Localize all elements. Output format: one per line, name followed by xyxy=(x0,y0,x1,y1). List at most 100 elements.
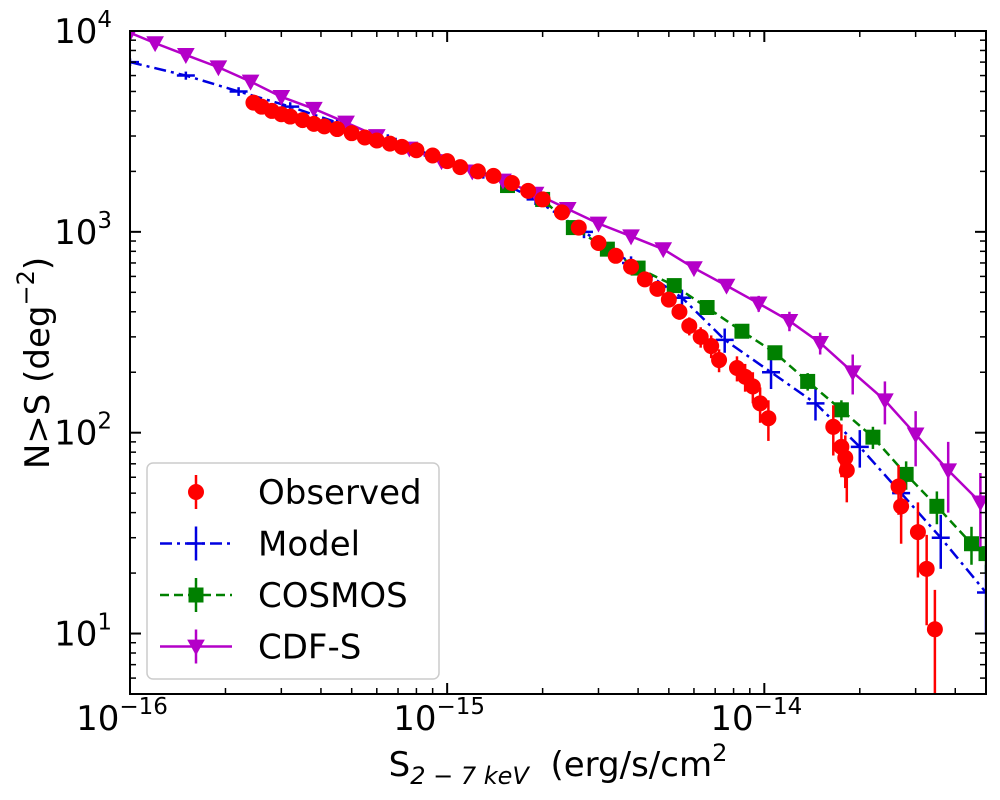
x-tick-label: 10−14 xyxy=(710,694,802,739)
series-line-cosmos xyxy=(507,184,986,555)
x-tick-label-exp: −15 xyxy=(437,694,486,720)
data-point-cdf-s xyxy=(939,463,958,480)
data-point-cdf-s xyxy=(843,365,862,382)
x-axis-title: S2 − 7 keV (erg/s/cm2 xyxy=(389,739,728,790)
legend-item-cdf-s: CDF-S xyxy=(160,628,361,668)
data-point-observed xyxy=(918,560,935,577)
legend-marker-observed xyxy=(188,484,204,500)
y-tick-label-base: 10 xyxy=(54,615,97,655)
y-tick-label-exp: 4 xyxy=(97,7,112,33)
data-point-cdf-s xyxy=(749,296,768,313)
data-point-observed xyxy=(393,138,410,155)
data-point-observed xyxy=(649,280,666,297)
data-point-observed xyxy=(408,142,425,159)
y-tick-label: 102 xyxy=(54,409,112,454)
data-point-cdf-s xyxy=(717,278,736,295)
data-point-observed xyxy=(570,219,587,236)
data-point-cdf-s xyxy=(241,74,260,91)
series-line-cdf-s xyxy=(130,31,982,504)
data-point-observed xyxy=(760,410,777,427)
data-point-cosmos xyxy=(800,373,816,389)
data-point-observed xyxy=(553,204,570,221)
data-point-observed xyxy=(692,328,709,345)
data-point-observed xyxy=(485,167,502,184)
data-point-observed xyxy=(681,317,698,334)
data-point-observed xyxy=(316,118,333,135)
data-point-cdf-s xyxy=(685,261,703,278)
data-point-observed xyxy=(623,258,640,275)
legend-marker-cdf-s xyxy=(187,639,205,656)
y-tick-label-exp: 1 xyxy=(97,610,112,636)
y-tick-label-base: 10 xyxy=(54,213,97,253)
data-point-cdf-s xyxy=(130,31,136,42)
y-tick-label-exp: 2 xyxy=(97,409,112,435)
data-point-observed xyxy=(711,352,728,369)
legend-label-model: Model xyxy=(258,525,360,565)
legend-label-cdf-s: CDF-S xyxy=(258,628,361,668)
data-point-observed xyxy=(703,338,720,355)
data-point-cdf-s xyxy=(811,335,830,352)
y-tick-label: 103 xyxy=(54,208,112,253)
data-point-cosmos xyxy=(734,323,750,339)
data-point-observed xyxy=(752,395,769,412)
data-point-cdf-s xyxy=(589,216,608,233)
data-point-observed xyxy=(368,132,385,149)
data-point-cdf-s xyxy=(146,36,164,53)
data-point-observed xyxy=(909,524,926,541)
data-point-cdf-s xyxy=(209,60,228,77)
y-axis-title: N>S (deg−2) xyxy=(12,257,58,469)
plot-frame xyxy=(129,30,987,695)
data-point-observed xyxy=(439,153,456,170)
data-point-cdf-s xyxy=(906,427,925,444)
series-observed xyxy=(245,94,943,694)
y-tick-label-base: 10 xyxy=(54,414,97,454)
legend-label-observed: Observed xyxy=(258,473,422,513)
data-point-observed xyxy=(838,462,855,479)
y-tick-label-base: 10 xyxy=(54,12,97,52)
data-point-observed xyxy=(534,191,551,208)
y-tick-label-exp: 3 xyxy=(97,208,112,234)
x-tick-label-base: 10 xyxy=(393,699,436,739)
data-point-cosmos xyxy=(865,429,881,445)
data-point-cosmos xyxy=(963,536,979,552)
legend-item-cosmos: COSMOS xyxy=(160,576,408,616)
data-point-observed xyxy=(744,378,761,395)
data-point-cdf-s xyxy=(622,229,640,246)
x-tick-label-base: 10 xyxy=(710,699,753,739)
data-point-observed xyxy=(660,291,677,308)
x-tick-label: 10−15 xyxy=(393,694,485,739)
x-tick-label: 10−16 xyxy=(76,694,168,739)
data-point-cdf-s xyxy=(272,89,291,106)
data-point-cosmos xyxy=(978,546,986,562)
x-tick-label-exp: −14 xyxy=(754,694,803,720)
legend-item-model: Model xyxy=(160,525,360,565)
data-point-observed xyxy=(424,147,441,164)
series-layer xyxy=(130,31,986,694)
data-point-observed xyxy=(329,121,346,138)
data-point-observed xyxy=(520,182,537,199)
data-point-observed xyxy=(890,478,907,495)
data-point-observed xyxy=(893,498,910,515)
y-tick-label: 101 xyxy=(54,610,112,655)
x-tick-label-base: 10 xyxy=(76,699,119,739)
data-point-observed xyxy=(607,247,624,264)
data-point-cosmos xyxy=(929,498,945,514)
data-point-observed xyxy=(926,621,943,638)
data-point-observed xyxy=(671,303,688,320)
legend-box xyxy=(146,462,440,680)
data-point-cosmos xyxy=(666,278,682,294)
data-point-cosmos xyxy=(833,402,849,418)
y-tick-label: 104 xyxy=(54,7,112,52)
legend: Observed Model COSMOS CDF-S xyxy=(146,462,440,680)
data-point-cosmos xyxy=(699,300,715,316)
data-point-observed xyxy=(503,175,520,192)
ticks-layer xyxy=(129,30,987,695)
legend-marker-cosmos xyxy=(188,587,204,603)
data-point-cdf-s xyxy=(971,495,986,512)
data-point-cdf-s xyxy=(876,393,894,410)
data-point-cdf-s xyxy=(654,242,673,259)
data-point-cdf-s xyxy=(305,101,323,118)
legend-label-cosmos: COSMOS xyxy=(258,576,408,616)
